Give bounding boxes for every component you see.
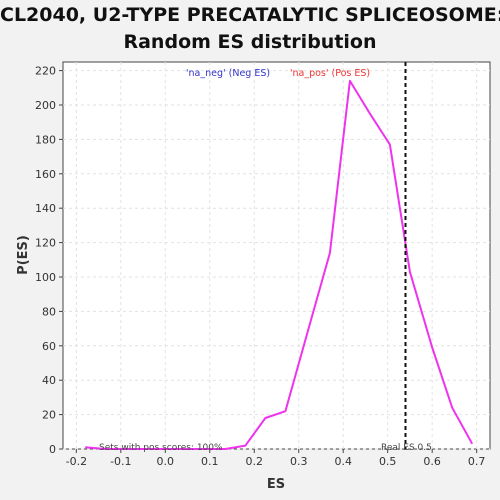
y-axis-ticks: 0 20 40 60 80 100 120 140 160 180 200 220 <box>35 65 63 456</box>
y-tick-label: 160 <box>35 168 56 181</box>
y-tick-label: 220 <box>35 65 56 78</box>
x-tick-label: 0.5 <box>379 455 397 468</box>
y-tick-label: 120 <box>35 237 56 250</box>
real-es-annotation: Real ES 0.5 <box>381 443 432 453</box>
x-tick-label: -0.1 <box>110 455 131 468</box>
x-tick-label: 0.2 <box>246 455 264 468</box>
legend-neg-label: 'na_neg' (Neg ES) <box>186 68 270 79</box>
x-tick-label: 0.6 <box>423 455 441 468</box>
sets-pos-annotation: Sets with pos scores: 100% <box>99 443 223 453</box>
y-tick-label: 80 <box>42 305 56 318</box>
y-tick-label: 40 <box>42 374 56 387</box>
y-tick-label: 180 <box>35 133 56 146</box>
chart-title-line-1: CL2040, U2-TYPE PRECATALYTIC SPLICEOSOME… <box>0 4 500 26</box>
chart-title-line-2: Random ES distribution <box>123 31 377 53</box>
series-layer <box>85 79 474 450</box>
x-tick-label: -0.2 <box>66 455 87 468</box>
x-tick-label: 0.1 <box>201 455 219 468</box>
y-tick-label: 20 <box>42 409 56 422</box>
plot-area <box>62 61 491 450</box>
es-distribution-line <box>85 79 474 450</box>
x-axis-label: ES <box>267 477 285 492</box>
x-tick-label: 0.7 <box>468 455 486 468</box>
y-tick-label: 200 <box>35 99 56 112</box>
x-axis-ticks: -0.2 -0.1 0.0 0.1 0.2 0.3 0.4 0.5 0.6 0.7 <box>66 449 486 468</box>
x-tick-label: 0.4 <box>334 455 352 468</box>
y-tick-label: 60 <box>42 340 56 353</box>
x-tick-label: 0.3 <box>290 455 308 468</box>
grid <box>63 62 490 450</box>
x-tick-label: 0.0 <box>157 455 175 468</box>
y-tick-label: 140 <box>35 202 56 215</box>
legend-pos-label: 'na_pos' (Pos ES) <box>290 68 370 79</box>
y-tick-label: 100 <box>35 271 56 284</box>
y-axis-label: P(ES) <box>16 235 31 275</box>
y-tick-label: 0 <box>49 443 56 456</box>
